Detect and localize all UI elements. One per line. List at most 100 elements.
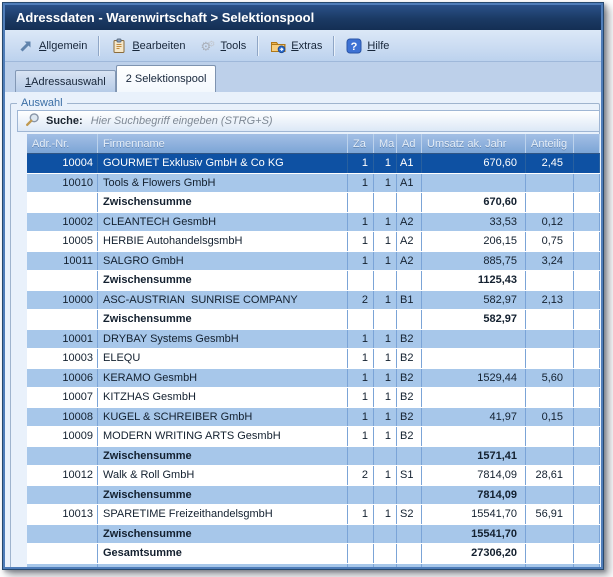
cell-pad [574, 271, 600, 290]
subtotal-row[interactable]: Zwischensumme 7814,09 [27, 485, 600, 505]
cell-ad [397, 485, 422, 504]
tab-adressauswahl[interactable]: 1 Adressauswahl [15, 70, 116, 92]
table-row[interactable]: 10008 KUGEL & SCHREIBER GmbH 1 1 B2 41,97 0,15 [27, 407, 600, 427]
table-row[interactable]: 10012 Walk & Roll GmbH 2 1 S1 7814,09 28,61 [27, 466, 600, 486]
cell-name: SPARETIME FreizeithandelsgmbH [98, 505, 348, 524]
toolbar-button-allgemein[interactable]: Allgemein [11, 35, 94, 57]
cell-ad: A2 [397, 212, 422, 231]
cell-ma: 1 [374, 427, 397, 446]
column-header-pad[interactable] [574, 134, 600, 153]
cell-ma [374, 446, 397, 465]
subtotal-row[interactable]: Zwischensumme 582,97 [27, 310, 600, 330]
cell-anteilig [526, 271, 574, 290]
cell-nr [27, 310, 98, 329]
cell-pad [574, 290, 600, 309]
table-row[interactable]: 10013 SPARETIME FreizeithandelsgmbH 1 1 S2 15… [27, 505, 600, 525]
svg-text:⚙: ⚙ [200, 39, 211, 53]
cell-ma: 1 [374, 407, 397, 426]
toolbar: Allgemein Bearbeiten ⚙ ⚙ Tools Extras? Hilfe [5, 30, 601, 62]
toolbar-button-hilfe[interactable]: ? Hilfe [339, 35, 396, 57]
table-row[interactable]: 10010 Tools & Flowers GmbH 1 1 A1 [27, 173, 600, 193]
cell-ad: B2 [397, 368, 422, 387]
subtotal-row[interactable]: Zwischensumme 1125,43 [27, 271, 600, 291]
cell-anteilig [526, 446, 574, 465]
cell-name: Zwischensumme [98, 446, 348, 465]
toolbar-button-bearbeiten[interactable]: Bearbeiten [104, 35, 192, 57]
cell-ma [374, 544, 397, 563]
cell-umsatz: 1529,44 [422, 368, 526, 387]
toolbar-separator [98, 35, 101, 56]
subtotal-row[interactable]: Zwischensumme 670,60 [27, 193, 600, 213]
cell-ma: 1 [374, 232, 397, 251]
column-header-anteilig[interactable]: Anteilig [526, 134, 574, 153]
cell-za [348, 563, 374, 567]
cell-ma: 1 [374, 154, 397, 173]
table-row[interactable]: 10001 DRYBAY Systems GesmbH 1 1 B2 [27, 329, 600, 349]
toolbar-separator [257, 35, 260, 56]
cell-umsatz: 1125,43 [422, 271, 526, 290]
cell-umsatz: 206,15 [422, 232, 526, 251]
column-header-umsatz[interactable]: Umsatz ak. Jahr [422, 134, 526, 153]
cell-anteilig: 0,15 [526, 407, 574, 426]
column-header-name[interactable]: Firmenname [98, 134, 348, 153]
cell-name: CLEANTECH GesmbH [98, 212, 348, 231]
cell-za: 1 [348, 329, 374, 348]
cell-anteilig: 56,91 [526, 505, 574, 524]
cell-pad [574, 251, 600, 270]
table-row[interactable]: 10006 KERAMO GesmbH 1 1 B2 1529,44 5,60 [27, 368, 600, 388]
cell-anteilig [526, 485, 574, 504]
cell-pad [574, 310, 600, 329]
column-header-ad[interactable]: Ad [397, 134, 422, 153]
table-row[interactable]: 10007 KITZHAS GesmbH 1 1 B2 [27, 388, 600, 408]
column-header-za[interactable]: Za [348, 134, 374, 153]
table-row[interactable]: 10002 CLEANTECH GesmbH 1 1 A2 33,53 0,12 [27, 212, 600, 232]
tab-selektionspool[interactable]: 2 Selektionspool [115, 65, 217, 92]
search-label: Suche: [46, 115, 83, 127]
cell-nr: 10006 [27, 368, 98, 387]
toolbar-button-extras[interactable]: Extras [263, 35, 329, 57]
window-titlebar[interactable]: Adressdaten - Warenwirtschaft > Selektio… [5, 5, 601, 30]
cell-za: 1 [348, 505, 374, 524]
cell-ad: B2 [397, 388, 422, 407]
cell-ma: 1 [374, 388, 397, 407]
cell-umsatz: 27306,20 [422, 544, 526, 563]
table-row[interactable]: 10003 ELEQU 1 1 B2 [27, 349, 600, 369]
cell-za [348, 446, 374, 465]
table-row[interactable]: 10004 GOURMET Exklusiv GmbH & Co KG 1 1 A1 67… [27, 154, 600, 174]
cell-ma [374, 524, 397, 543]
cell-nr: 10009 [27, 427, 98, 446]
table-row[interactable]: 10000 ASC-AUSTRIAN SUNRISE COMPANY 2 1 B1 582… [27, 290, 600, 310]
toolbar-button-tools[interactable]: ⚙ ⚙ Tools [193, 35, 254, 57]
cell-za [348, 271, 374, 290]
folder-icon [270, 38, 286, 54]
cell-pad [574, 193, 600, 212]
toolbar-button-label: Bearbeiten [132, 39, 186, 52]
cell-nr: 10012 [27, 466, 98, 485]
cell-nr: 10010 [27, 173, 98, 192]
window-title: Adressdaten - Warenwirtschaft > Selektio… [16, 10, 315, 25]
tab-content-panel: Auswahl Suche: Hier Suchbegriff eingeben… [5, 92, 601, 567]
groupbox-label: Auswahl [17, 96, 67, 110]
cell-pad [574, 173, 600, 192]
cell-anteilig: 0,75 [526, 232, 574, 251]
subtotal-row[interactable]: Zwischensumme 1571,41 [27, 446, 600, 466]
subtotal-row[interactable]: Zwischensumme 15541,70 [27, 524, 600, 544]
cell-za [348, 485, 374, 504]
column-header-ma[interactable]: Ma [374, 134, 397, 153]
cell-pad [574, 485, 600, 504]
search-bar[interactable]: Suche: Hier Suchbegriff eingeben (STRG+S… [17, 110, 600, 132]
toolbar-button-label: Tools [220, 39, 247, 52]
cell-ma [374, 193, 397, 212]
cell-anteilig [526, 329, 574, 348]
cell-name: Gesamtsumme [98, 544, 348, 563]
table-row[interactable]: 10011 SALGRO GmbH 1 1 A2 885,75 3,24 [27, 251, 600, 271]
table-row[interactable]: 10009 MODERN WRITING ARTS GesmbH 1 1 B2 [27, 427, 600, 447]
cell-umsatz: 33,53 [422, 212, 526, 231]
total-row[interactable]: Gesamtsumme 27306,20 [27, 544, 600, 564]
empty-row[interactable] [27, 563, 600, 567]
cell-name: SALGRO GmbH [98, 251, 348, 270]
cell-pad [574, 212, 600, 231]
table-row[interactable]: 10005 HERBIE AutohandelsgsmbH 1 1 A2 206,15 0,… [27, 232, 600, 252]
cell-ad [397, 310, 422, 329]
column-header-nr[interactable]: Adr.-Nr. [27, 134, 98, 153]
